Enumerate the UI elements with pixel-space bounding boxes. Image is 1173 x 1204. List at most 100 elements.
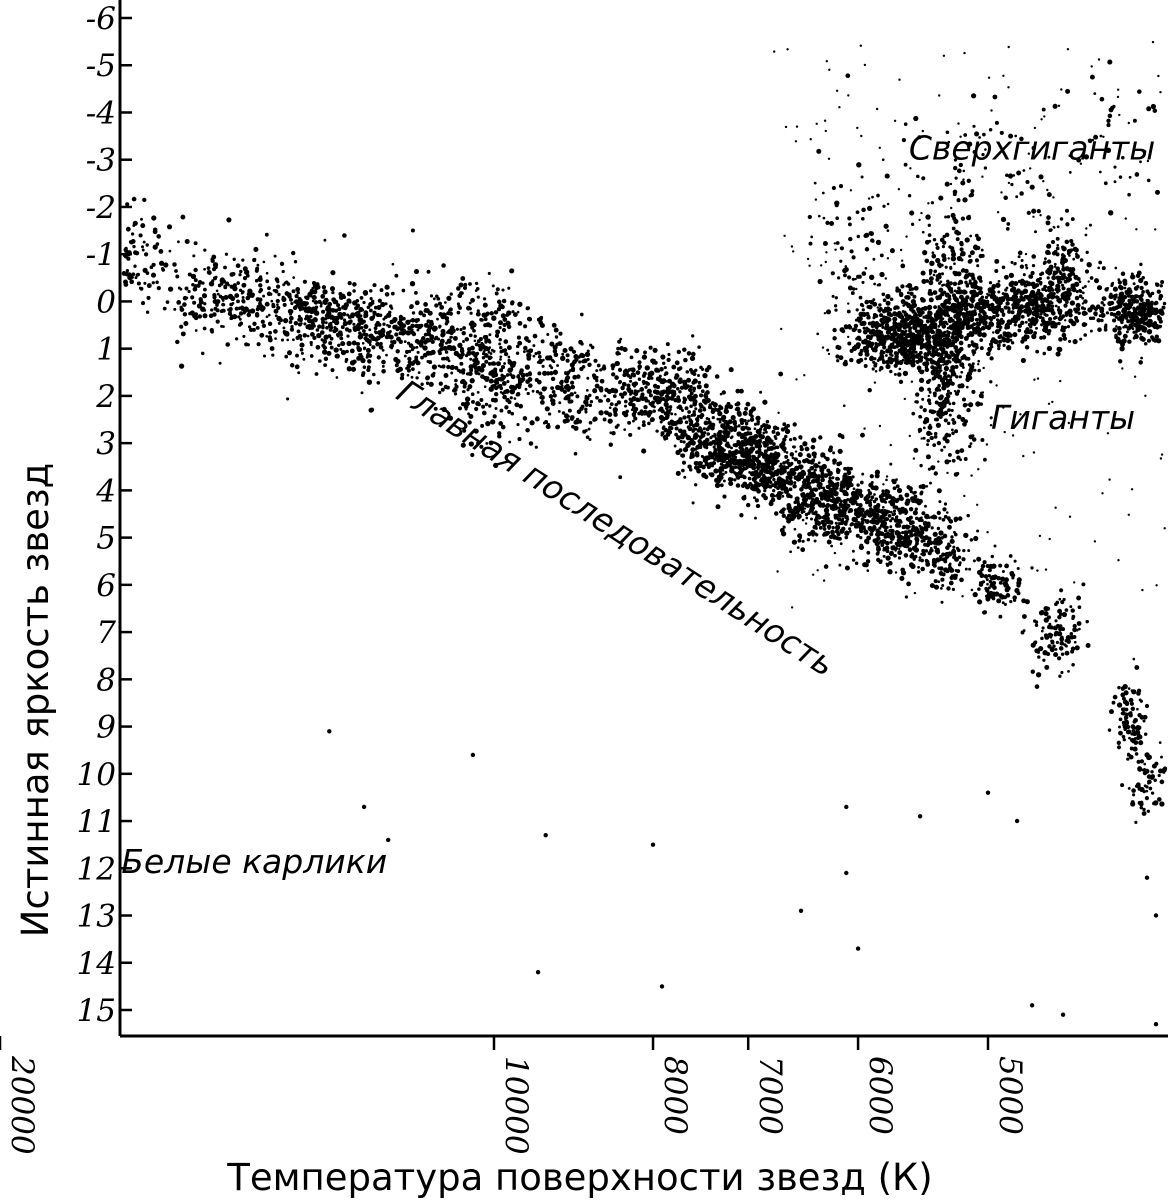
star-point — [537, 354, 542, 359]
star-point — [1070, 608, 1075, 613]
star-point — [480, 423, 485, 428]
star-point — [365, 355, 369, 359]
star-point — [796, 459, 802, 465]
star-point — [872, 525, 877, 530]
star-point — [867, 488, 871, 492]
star-point — [969, 538, 974, 542]
star-point — [1061, 611, 1068, 618]
star-point — [843, 466, 847, 471]
star-point — [700, 432, 704, 436]
star-point — [366, 338, 372, 345]
star-point — [650, 376, 654, 380]
star-point — [951, 401, 956, 406]
star-point — [458, 354, 464, 360]
star-point — [883, 334, 888, 339]
star-point — [322, 339, 328, 344]
star-point — [896, 336, 900, 340]
star-point — [528, 383, 533, 388]
star-point — [292, 276, 296, 279]
star-point — [241, 282, 247, 288]
star-point — [855, 533, 860, 538]
star-point — [1021, 614, 1027, 619]
star-point — [469, 367, 473, 372]
star-point — [885, 363, 891, 370]
star-point — [321, 320, 326, 325]
star-point — [909, 291, 914, 296]
star-point — [832, 461, 836, 465]
star-point — [1159, 801, 1165, 807]
star-point — [900, 541, 907, 547]
star-point — [395, 368, 401, 374]
star-point — [365, 347, 371, 354]
star-point — [327, 301, 333, 307]
star-point — [470, 452, 475, 458]
star-point — [793, 527, 797, 531]
star-point — [238, 311, 244, 316]
star-point — [900, 320, 904, 324]
star-point — [182, 295, 188, 301]
star-point — [788, 487, 793, 492]
star-point — [928, 390, 932, 394]
star-point — [865, 540, 870, 545]
star-point — [468, 282, 472, 286]
star-point — [502, 317, 508, 322]
star-point — [721, 469, 725, 472]
star-point — [736, 410, 742, 416]
star-point — [449, 365, 455, 371]
star-point — [644, 385, 648, 389]
star-point — [1118, 725, 1121, 729]
star-point — [1142, 770, 1148, 776]
star-point — [838, 502, 843, 507]
star-point — [732, 419, 737, 424]
star-point — [483, 312, 489, 318]
star-point — [1081, 582, 1086, 587]
star-point — [1033, 640, 1038, 644]
star-point — [1118, 730, 1123, 736]
star-point — [893, 372, 897, 376]
star-point — [674, 413, 677, 416]
star-point — [482, 297, 487, 301]
star-point — [861, 472, 865, 476]
star-point — [693, 427, 697, 431]
star-point — [488, 440, 494, 446]
star-point — [657, 391, 660, 395]
star-point — [567, 399, 572, 404]
star-point — [938, 570, 944, 576]
star-point — [1150, 770, 1154, 774]
star-point — [1136, 707, 1139, 711]
star-point — [457, 304, 461, 308]
star-point — [741, 495, 747, 501]
star-point — [756, 472, 761, 477]
star-point — [229, 272, 235, 277]
star-point — [1130, 706, 1136, 712]
star-point — [966, 513, 970, 518]
star-point — [797, 538, 802, 543]
star-point — [747, 419, 750, 423]
star-point — [124, 271, 129, 277]
star-point — [346, 340, 352, 347]
star-point — [817, 482, 823, 487]
star-point — [626, 383, 631, 388]
star-point — [851, 495, 857, 501]
star-point — [727, 454, 732, 458]
star-point — [504, 405, 509, 410]
star-point — [988, 579, 993, 584]
star-point — [139, 286, 144, 291]
star-point — [756, 467, 760, 471]
star-point — [1053, 630, 1060, 637]
star-point — [660, 355, 665, 360]
star-point — [1130, 724, 1136, 730]
star-point — [1158, 768, 1163, 774]
star-point — [271, 302, 275, 307]
star-point — [956, 569, 961, 574]
star-point — [333, 326, 337, 330]
star-point — [469, 357, 473, 361]
star-point — [958, 375, 962, 379]
star-point — [913, 554, 918, 559]
star-point — [872, 360, 876, 364]
star-point — [637, 411, 641, 416]
star-point — [160, 266, 165, 271]
star-point — [635, 397, 640, 403]
star-point — [369, 289, 373, 293]
star-point — [479, 398, 484, 402]
